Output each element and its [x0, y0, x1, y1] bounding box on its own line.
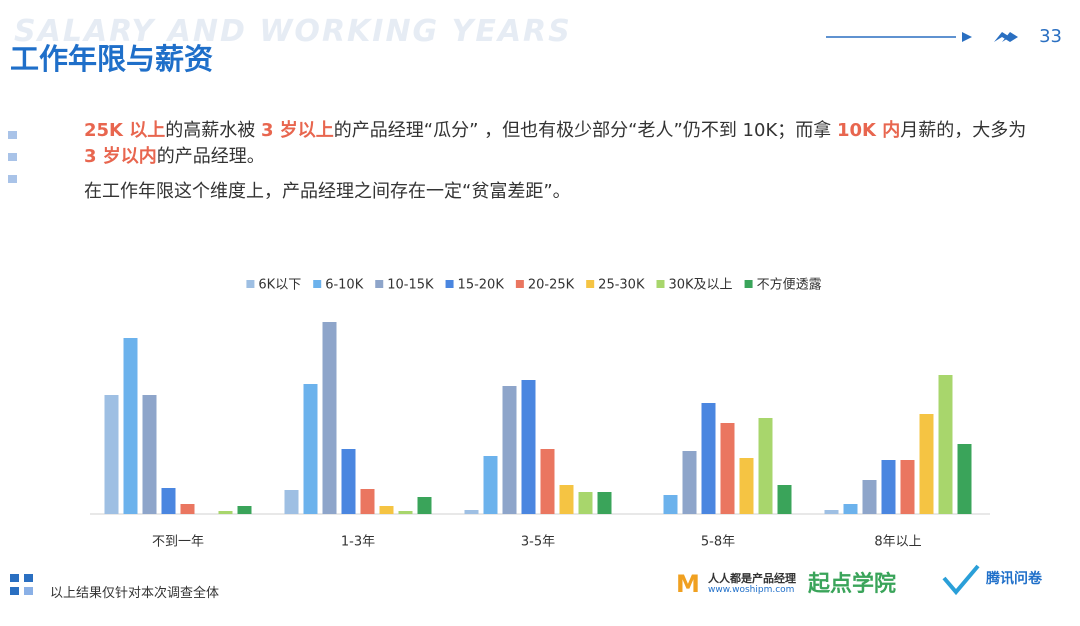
- footnote: 以上结果仅针对本次调查全体: [50, 586, 220, 601]
- bar: [417, 497, 432, 514]
- legend-label: 6-10K: [325, 278, 364, 293]
- bar: [161, 488, 176, 514]
- x-tick-label: 1-3年: [341, 535, 375, 550]
- legend-swatch: [586, 280, 595, 288]
- logo-text: 腾讯问卷: [986, 571, 1042, 587]
- logo-text: 人人都是产品经理: [708, 572, 796, 585]
- bar: [597, 492, 612, 514]
- decor-square: [8, 175, 17, 183]
- legend-label: 不方便透露: [757, 277, 822, 293]
- logo-url: www.woshipm.com: [708, 585, 795, 595]
- highlight-text: 3 岁以内: [84, 146, 157, 167]
- bar: [919, 414, 934, 514]
- text: 的产品经理。: [156, 146, 265, 167]
- bar: [758, 418, 773, 514]
- bar: [322, 322, 337, 514]
- legend-label: 20-25K: [528, 278, 575, 293]
- bar: [284, 490, 299, 514]
- bar: [578, 492, 593, 514]
- decor-square: [10, 587, 19, 595]
- bar: [720, 423, 735, 514]
- bar: [540, 449, 555, 514]
- decor-square: [8, 153, 17, 161]
- bar: [341, 449, 356, 514]
- x-tick-label: 5-8年: [701, 535, 735, 550]
- bar: [957, 444, 972, 514]
- legend-label: 6K以下: [258, 278, 301, 293]
- bar: [123, 338, 138, 514]
- decor-arrows: [994, 32, 1018, 42]
- bar: [180, 504, 195, 514]
- legend-label: 15-20K: [458, 278, 505, 293]
- decor-arrow: [962, 32, 972, 42]
- legend-label: 25-30K: [598, 278, 645, 293]
- bar: [663, 495, 678, 514]
- logo-mark: M: [676, 570, 700, 598]
- bar: [739, 458, 754, 514]
- paragraph: 25K 以上的高薪水被 3 岁以上的产品经理“瓜分” ，但也有极少部分“老人”仍…: [84, 118, 1034, 170]
- text: 月薪的，大多为: [900, 120, 1027, 141]
- page-number: 33: [1039, 26, 1062, 47]
- x-tick-label: 不到一年: [152, 535, 204, 550]
- decor-square: [24, 587, 33, 595]
- highlight-text: 25K 以上: [84, 120, 166, 141]
- x-tick-label: 3-5年: [521, 535, 555, 550]
- legend-label: 30K及以上: [668, 278, 732, 293]
- text: 的高薪水被: [165, 120, 261, 141]
- legend-swatch: [445, 280, 454, 288]
- legend-label: 10-15K: [387, 278, 434, 293]
- bar: [682, 451, 697, 514]
- bar: [900, 460, 915, 514]
- legend-swatch: [375, 280, 384, 288]
- bar: [938, 375, 953, 514]
- bar: [104, 395, 119, 514]
- paragraph: 在工作年限这个维度上，产品经理之间存在一定“贫富差距”。: [84, 179, 1034, 205]
- bar: [881, 460, 896, 514]
- decor-square: [24, 574, 33, 582]
- bar: [379, 506, 394, 514]
- text: 在工作年限这个维度上，产品经理之间存在一定“贫富差距”。: [84, 181, 571, 202]
- bar: [142, 395, 157, 514]
- english-heading: SALARY AND WORKING YEARS: [14, 14, 572, 49]
- bar: [521, 380, 536, 514]
- highlight-text: 10K 内: [836, 120, 901, 141]
- bar: [398, 511, 413, 514]
- decor-square: [10, 574, 19, 582]
- legend-swatch: [515, 280, 524, 288]
- bar: [701, 403, 716, 514]
- slide-title: 工作年限与薪资: [10, 42, 214, 76]
- legend-swatch: [744, 280, 753, 288]
- logo-text: 起点学院: [808, 572, 897, 597]
- legend-swatch: [313, 280, 322, 288]
- bar: [483, 456, 498, 514]
- x-tick-label: 8年以上: [874, 535, 921, 550]
- bar: [218, 511, 233, 514]
- legend-swatch: [246, 280, 255, 288]
- highlight-text: 3 岁以上: [261, 120, 334, 141]
- legend-swatch: [656, 280, 665, 288]
- bar: [360, 489, 375, 514]
- bar: [843, 504, 858, 514]
- bar: [559, 485, 574, 514]
- bar: [303, 384, 318, 514]
- bar: [464, 510, 479, 514]
- bar: [777, 485, 792, 514]
- bar: [862, 480, 877, 514]
- bar: [824, 510, 839, 514]
- decor-square: [8, 131, 17, 139]
- bar: [502, 386, 517, 514]
- text: 的产品经理“瓜分” ，但也有极少部分“老人”仍不到 10K；而拿: [333, 120, 837, 141]
- bar: [237, 506, 252, 514]
